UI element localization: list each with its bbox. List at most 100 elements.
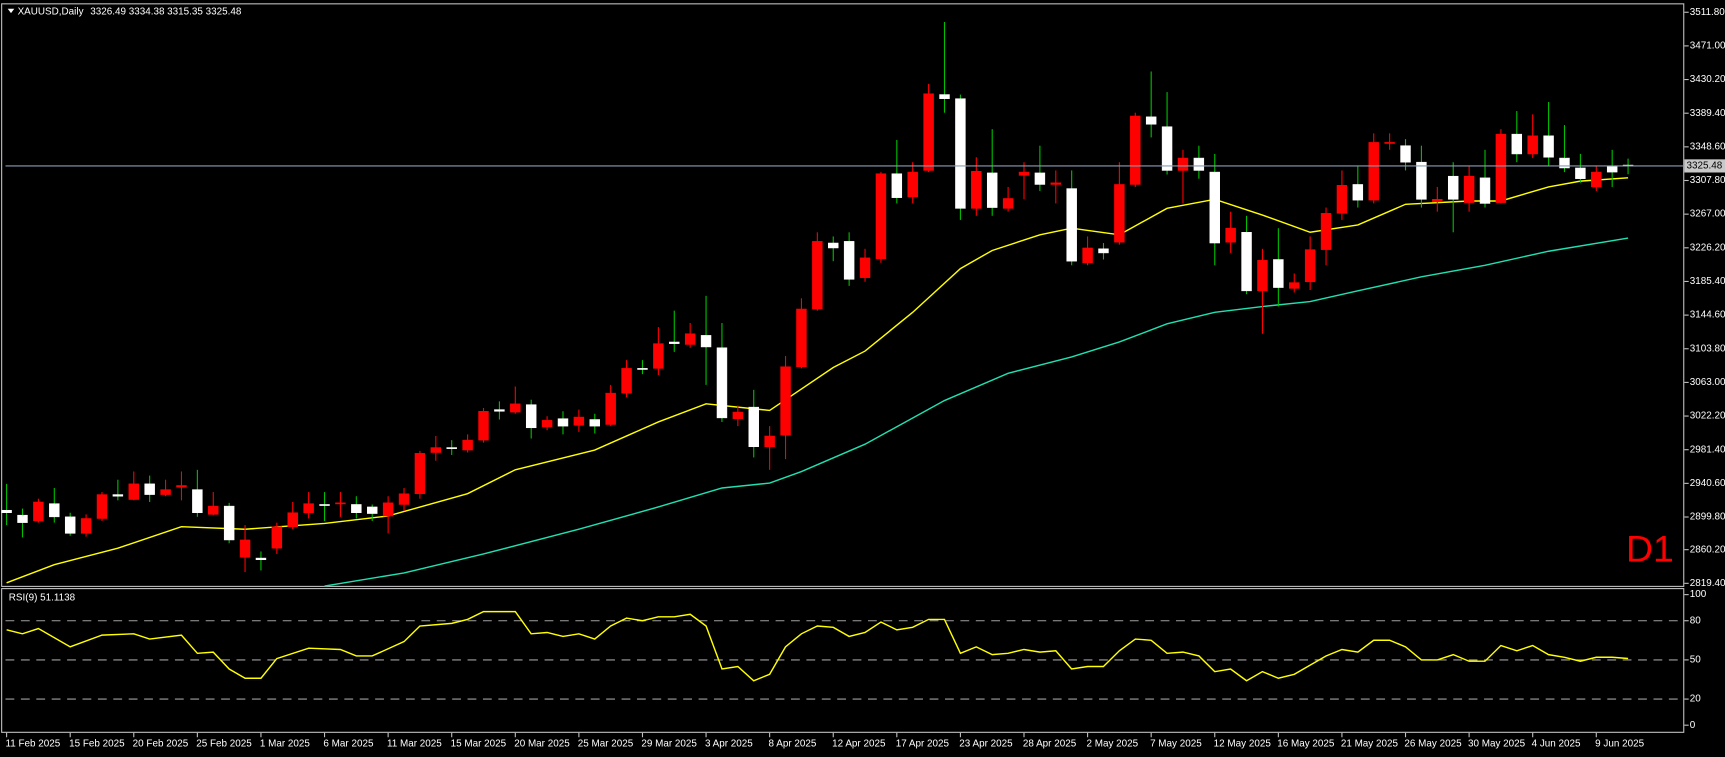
candle-body: [510, 403, 521, 413]
y-tick-label: 2860.20: [1690, 544, 1725, 555]
candle-body: [955, 98, 966, 209]
candle-body: [780, 366, 791, 436]
y-tick-label: 3348.60: [1690, 141, 1725, 152]
rsi-line: [6, 610, 1629, 682]
x-tick-label: 12 May 2025: [1214, 738, 1272, 749]
candle-body: [525, 404, 537, 429]
candle-body: [1543, 135, 1554, 158]
x-tick-label: 30 May 2025: [1468, 738, 1526, 749]
y-tick-label: 3430.20: [1690, 74, 1725, 85]
candle-body: [1606, 166, 1618, 173]
candle-body: [1527, 135, 1538, 155]
candle-body: [160, 489, 171, 495]
y-tick-label: 2899.80: [1690, 512, 1725, 523]
candle-body: [716, 347, 728, 419]
y-tick-label: 3103.80: [1690, 343, 1725, 354]
candle-body: [382, 502, 394, 517]
x-tick-label: 28 Apr 2025: [1023, 738, 1077, 749]
candle-body: [764, 435, 775, 448]
candle-body: [1177, 157, 1189, 171]
candle-body: [478, 410, 489, 441]
y-tick-label: 80: [1690, 615, 1702, 626]
x-tick-label: 25 Feb 2025: [196, 738, 252, 749]
candle-body: [684, 333, 696, 345]
timeframe-label: D1: [1626, 528, 1674, 570]
candle-body: [1225, 227, 1236, 243]
candle-body: [1145, 116, 1157, 125]
x-tick-label: 8 Apr 2025: [769, 738, 817, 749]
candle-body: [1209, 171, 1220, 244]
y-tick-label: 3389.40: [1690, 108, 1725, 119]
candle-body: [828, 242, 839, 249]
candle-body: [1241, 232, 1252, 292]
candle-body: [573, 416, 585, 426]
candle-body: [494, 409, 505, 412]
candle-body: [367, 506, 378, 514]
candle-body: [796, 308, 807, 368]
candle-body: [208, 505, 219, 515]
candle-body: [971, 170, 982, 209]
candle-body: [1002, 198, 1014, 209]
candle-body: [653, 343, 664, 369]
candle-body: [144, 483, 155, 495]
x-tick-label: 17 Apr 2025: [896, 738, 950, 749]
candle-body: [923, 93, 934, 171]
current-price-box: [1684, 159, 1725, 173]
candle-body: [1066, 188, 1077, 262]
candle-body: [255, 557, 267, 561]
candle-body: [239, 539, 251, 558]
y-tick-label: 50: [1690, 655, 1702, 666]
y-tick-label: 3226.20: [1690, 242, 1725, 253]
y-tick-label: 20: [1690, 694, 1702, 705]
candle-body: [128, 483, 140, 500]
candle-body: [1416, 161, 1427, 200]
moving-average: [324, 237, 1629, 587]
candle-body: [637, 368, 648, 370]
candle-body: [112, 494, 124, 497]
candle-body: [1161, 126, 1173, 171]
candle-body: [223, 505, 235, 541]
candle-body: [986, 172, 998, 208]
x-tick-label: 23 Apr 2025: [959, 738, 1013, 749]
x-tick-label: 11 Mar 2025: [387, 738, 442, 749]
x-tick-label: 15 Mar 2025: [451, 738, 507, 749]
candle-body: [891, 173, 903, 198]
candle-body: [875, 173, 887, 259]
candle-body: [414, 453, 426, 495]
current-price-label: 3325.48: [1686, 161, 1722, 172]
main-frame: [1, 3, 1685, 587]
rsi-frame: [1, 588, 1685, 733]
y-tick-label: 100: [1690, 589, 1707, 600]
y-tick-label: 3307.80: [1690, 175, 1725, 186]
y-tick-label: 2819.40: [1690, 578, 1725, 589]
x-tick-label: 20 Mar 2025: [514, 738, 570, 749]
x-tick-label: 6 Mar 2025: [323, 738, 374, 749]
candle-body: [1034, 172, 1046, 185]
candle-body: [430, 447, 442, 453]
candle-body: [96, 494, 108, 519]
candle-body: [351, 504, 362, 513]
candle-body: [1130, 115, 1141, 185]
candle-body: [589, 419, 601, 427]
candle-body: [1050, 182, 1062, 185]
x-tick-label: 21 May 2025: [1341, 738, 1399, 749]
candle-body: [812, 241, 823, 310]
x-tick-label: 15 Feb 2025: [69, 738, 125, 749]
y-tick-label: 3063.00: [1690, 377, 1725, 388]
x-tick-label: 25 Mar 2025: [578, 738, 634, 749]
y-tick-label: 2940.60: [1690, 478, 1725, 489]
candle-body: [605, 392, 616, 425]
candle-body: [748, 406, 759, 448]
candle-body: [1463, 175, 1475, 203]
y-tick-label: 3267.00: [1690, 209, 1725, 220]
ohlc-readout: 3326.49 3334.38 3315.35 3325.48: [90, 7, 242, 18]
candle-body: [33, 501, 44, 522]
candle-body: [1400, 145, 1411, 163]
symbol-title: XAUUSD,Daily: [18, 7, 84, 18]
candle-body: [843, 241, 855, 280]
y-tick-label: 3471.00: [1690, 41, 1725, 52]
candle-body: [939, 94, 950, 99]
candle-body: [1320, 213, 1332, 250]
candle-body: [1479, 177, 1491, 204]
